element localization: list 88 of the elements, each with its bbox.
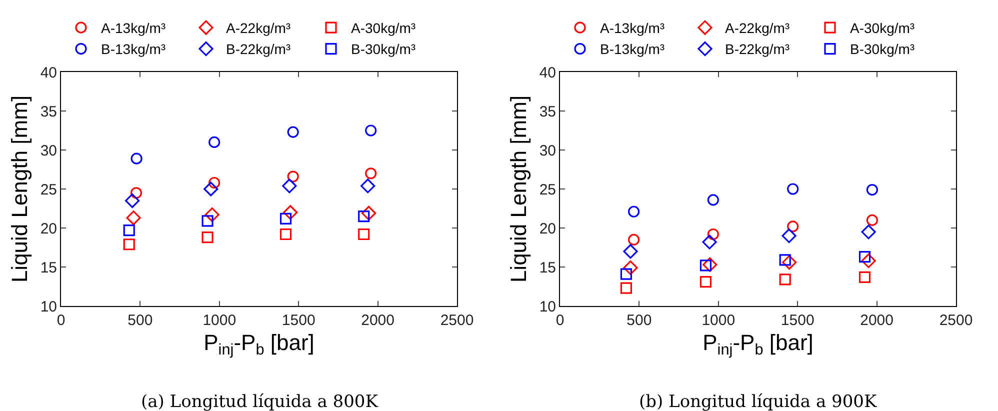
point [707,194,719,206]
point [280,228,292,240]
y-tick-label: 10 [40,298,57,316]
x-tick-label: 0 [556,312,564,329]
legend-label: A-30kg/m³ [351,20,416,36]
y-tick-label: 40 [539,64,556,82]
legend-label: B-13kg/m³ [101,41,166,58]
x-tick-label: 1000 [202,312,236,329]
y-tick-label: 15 [539,259,556,276]
point [628,206,640,218]
point [202,232,214,244]
legend-label: A-22kg/m³ [725,20,790,36]
point [280,212,292,224]
x-tick-label: 500 [626,312,652,329]
point [782,255,797,270]
point [702,234,717,250]
point [779,274,791,286]
x-axis-title: P$_{inj}$-P$_{b}$ [bar] [204,330,314,359]
x-tick-label: 500 [128,312,153,329]
point [866,184,878,196]
legend-label: A-30kg/m³ [850,20,915,36]
point [124,193,140,208]
point [282,178,297,194]
y-tick-label: 30 [40,142,57,160]
text: (a) Longitud líquida a 800K [141,392,378,411]
point [700,276,712,288]
point [787,183,799,195]
y-tick-label: 35 [40,103,57,120]
x-tick-label: 1500 [282,312,316,329]
point [287,126,299,138]
point [358,228,370,240]
point [707,228,719,240]
text: (b) Longitud líquida a 900K [639,392,877,411]
x-tick-label: 1500 [780,312,814,329]
legend-label: B-13kg/m³ [600,41,665,58]
y-tick-label: 25 [40,181,57,198]
y-tick-label: 20 [40,220,57,238]
point [858,271,871,283]
y-tick-label: 10 [539,298,556,316]
point [204,182,218,196]
point [858,251,871,263]
point [620,282,632,294]
point [700,260,712,272]
point [866,214,878,226]
y-axis-title: Liquid Length [mm] [7,95,32,283]
legend-label: B-30kg/m³ [850,41,915,58]
point [287,170,299,182]
point [365,124,377,136]
y-tick-label: 20 [539,220,556,238]
point [202,215,214,227]
point [628,234,640,246]
point [702,257,718,272]
point [361,206,376,220]
x-tick-label: 1000 [702,312,736,329]
point [283,205,298,220]
legend-label: A-13kg/m³ [600,20,665,36]
point [787,220,799,232]
y-axis-title: Liquid Length [mm] [506,95,532,283]
point [782,228,796,244]
point [130,152,142,164]
x-tick-label: 2500 [939,312,973,329]
point [365,168,377,180]
y-tick-label: 30 [539,142,556,160]
x-tick-label: 2000 [361,312,394,329]
point [861,224,876,240]
legend-label: B-30kg/m³ [351,41,416,58]
x-axis-title: P$_{inj}$-P$_{b}$ [bar] [702,330,814,359]
legend-label: B-22kg/m³ [226,41,291,58]
legend-label: A-13kg/m³ [101,20,166,36]
point [126,210,141,226]
y-tick-label: 40 [40,64,57,82]
point [208,136,220,148]
x-tick-label: 2500 [440,312,474,329]
x-tick-label: 2000 [860,312,894,329]
x-tick-label: 0 [56,312,66,329]
y-tick-label: 35 [539,103,556,120]
point [623,244,638,259]
point [204,207,220,222]
point [360,178,376,194]
point [123,224,135,236]
point [123,238,135,250]
legend-label: A-22kg/m³ [226,20,291,36]
y-tick-label: 25 [539,181,556,198]
y-tick-label: 15 [40,259,57,276]
point [861,253,876,268]
legend-label: B-22kg/m³ [725,41,790,58]
point [130,187,142,199]
point [623,260,638,276]
